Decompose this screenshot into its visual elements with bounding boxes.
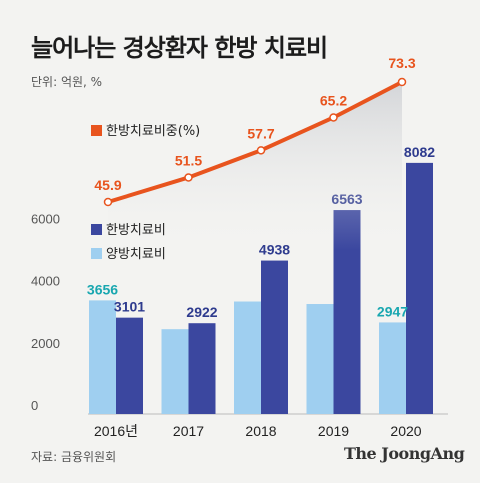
bar-label-korean: 3101 [114, 299, 145, 315]
ratio-label: 65.2 [320, 92, 347, 108]
ratio-point [256, 146, 266, 155]
bar-label-korean: 2922 [186, 304, 217, 320]
legend-label: 한방치료비 [106, 223, 166, 238]
bar-western [234, 301, 261, 414]
bar-korean [261, 260, 288, 414]
x-tick-label: 2018 [245, 423, 276, 439]
bar-korean [116, 317, 143, 414]
ratio-point [184, 173, 193, 182]
bar-western [306, 304, 334, 414]
bar-label-western: 3656 [87, 281, 118, 297]
x-axis-labels: 2016년 2017 2018 2019 2020 [94, 423, 422, 439]
ratio-label: 73.3 [388, 55, 415, 71]
y-tick-label: 4000 [31, 274, 60, 289]
y-tick-label: 2000 [31, 336, 60, 351]
x-tick-label: 2017 [173, 423, 204, 439]
legend-label: 양방치료비 [106, 247, 166, 262]
unit-note: 단위: 억원, % [31, 75, 103, 89]
chart-title: 늘어나는 경상환자 한방 치료비 [31, 34, 328, 62]
x-tick-label: 2016년 [94, 423, 138, 439]
legend-swatch [91, 224, 102, 235]
ratio-label: 45.9 [94, 177, 121, 193]
ratio-label: 57.7 [247, 125, 274, 141]
ratio-label: 51.5 [175, 152, 202, 168]
x-tick-label: 2019 [318, 423, 349, 439]
y-axis-ticks: 0 2000 4000 6000 [31, 212, 60, 413]
legend-swatch [91, 248, 102, 259]
y-tick-label: 0 [31, 398, 38, 413]
x-tick-label: 2020 [390, 423, 421, 439]
bar-western [379, 322, 406, 414]
bar-label-korean: 8082 [404, 144, 435, 160]
ratio-point [329, 113, 338, 122]
ratio-line: 45.9 51.5 57.7 65.2 73.3 [94, 55, 416, 250]
brand-logo: The JoongAng [344, 444, 465, 463]
legend-swatch [91, 125, 102, 136]
bar-korean [406, 162, 433, 414]
bar-label-western: 2947 [377, 303, 408, 319]
y-tick-label: 6000 [31, 212, 60, 227]
ratio-point [397, 77, 407, 87]
legend-label: 한방치료비중(%) [106, 124, 200, 139]
bar-western [161, 329, 189, 414]
ratio-point [103, 197, 113, 207]
ratio-shade [108, 82, 402, 250]
bar-western [89, 300, 116, 414]
bar-korean [188, 323, 216, 414]
source-note: 자료: 금융위원회 [31, 450, 117, 464]
